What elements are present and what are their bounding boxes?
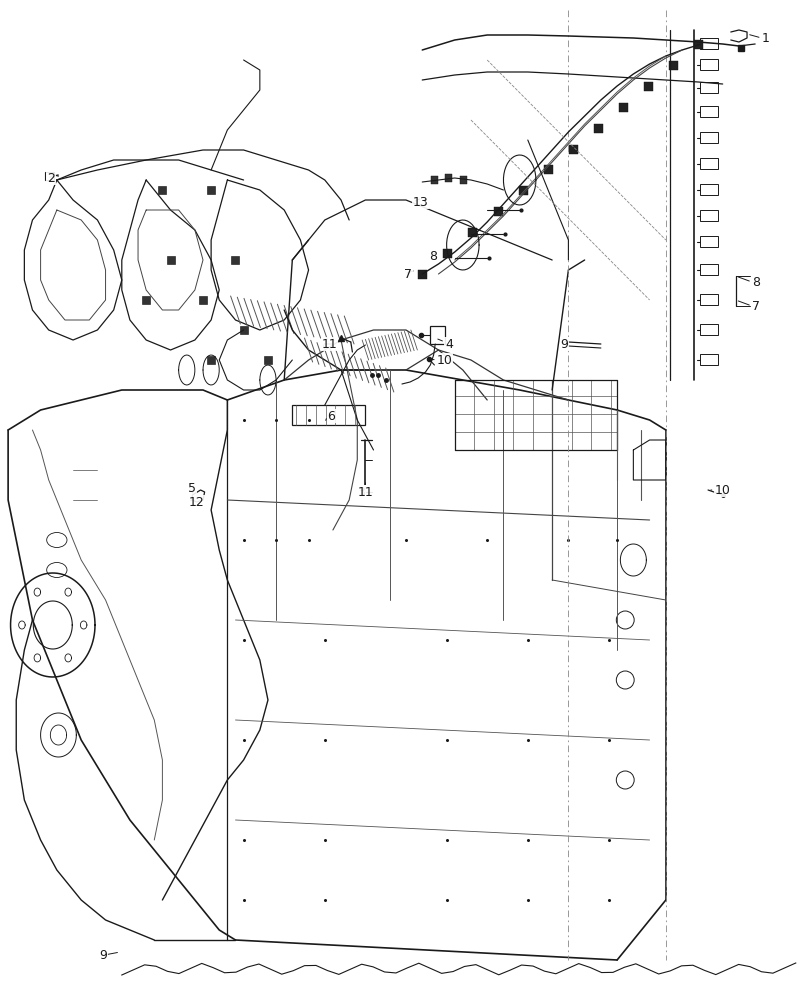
Bar [444, 174, 452, 182]
Text: 7: 7 [404, 267, 412, 280]
Bar [493, 207, 502, 216]
Bar [699, 354, 717, 365]
Bar [158, 186, 166, 194]
Text: 10: 10 [714, 484, 730, 496]
Bar [231, 256, 239, 264]
Bar [45, 172, 54, 180]
Bar [264, 356, 272, 364]
Bar [699, 264, 717, 275]
Bar [699, 106, 717, 117]
Bar [142, 296, 150, 304]
Text: 11: 11 [321, 338, 337, 351]
Text: 7: 7 [751, 300, 759, 312]
Bar [468, 228, 477, 237]
Bar [569, 145, 577, 154]
Bar [239, 326, 247, 334]
Bar [699, 184, 717, 195]
Text: 4: 4 [444, 338, 453, 351]
Bar [207, 186, 215, 194]
Bar [699, 82, 717, 93]
Bar [693, 40, 702, 49]
Bar [431, 176, 438, 184]
Bar [166, 256, 174, 264]
Text: 8: 8 [428, 249, 436, 262]
Bar [699, 236, 717, 247]
Bar [207, 356, 215, 364]
Bar [430, 326, 444, 344]
Bar [459, 176, 466, 184]
Text: 13: 13 [412, 196, 427, 209]
Text: 11: 11 [357, 486, 372, 498]
Bar [418, 270, 427, 279]
Bar [199, 296, 207, 304]
Bar [699, 210, 717, 221]
Text: 2: 2 [47, 172, 55, 185]
Bar [699, 38, 717, 49]
Bar [699, 158, 717, 169]
Text: 12: 12 [188, 495, 204, 508]
Bar [643, 82, 652, 91]
Bar [699, 324, 717, 335]
Text: 3: 3 [357, 486, 365, 498]
Bar [518, 186, 527, 195]
Text: 5: 5 [188, 482, 196, 494]
Text: 8: 8 [751, 275, 759, 288]
Bar [668, 61, 677, 70]
Bar [543, 165, 552, 174]
Bar [699, 59, 717, 70]
Text: 10: 10 [436, 354, 453, 366]
Bar [618, 103, 627, 112]
Text: 9: 9 [560, 338, 568, 351]
Bar [593, 124, 603, 133]
Text: 9: 9 [99, 949, 107, 962]
Bar [443, 249, 452, 258]
Bar [292, 405, 365, 425]
Text: 1: 1 [761, 32, 769, 45]
Bar [699, 132, 717, 143]
Bar [699, 294, 717, 305]
Text: 6: 6 [327, 410, 335, 422]
